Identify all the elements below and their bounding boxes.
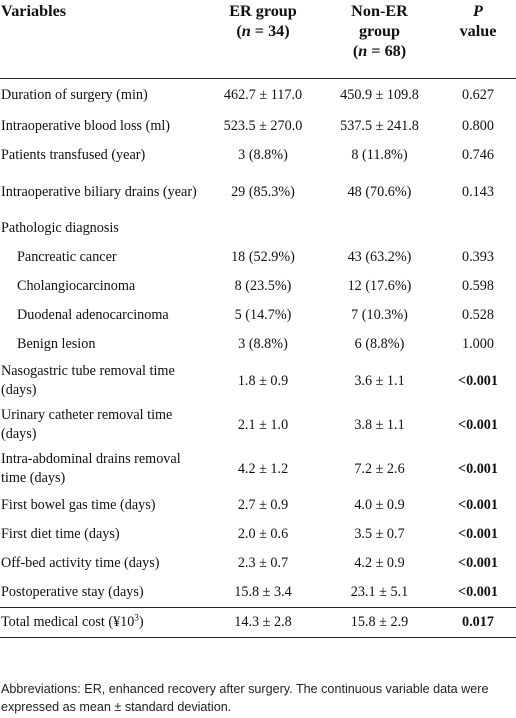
row-label: First bowel gas time (days) [1, 497, 156, 513]
p-value: 0.800 [462, 118, 494, 134]
table-row: Cholangiocarcinoma 8 (23.5%) 12 (17.6%) … [0, 272, 516, 301]
er-value: 15.8 ± 3.4 [234, 583, 292, 600]
er-value: 2.7 ± 0.9 [237, 497, 289, 513]
p-value: 0.627 [462, 86, 494, 103]
p-value: <0.001 [457, 526, 498, 542]
table-row: Intraoperative biliary drains (year) 29 … [0, 170, 516, 214]
p-value: 0.143 [462, 183, 494, 200]
non-er-value [319, 214, 440, 243]
er-value: 1.8 ± 0.9 [237, 372, 289, 389]
table-row: Off-bed activity time (days) 2.3 ± 0.7 4… [0, 549, 516, 578]
non-er-value: 7.2 ± 2.6 [354, 460, 405, 477]
table-row: First diet time (days) 2.0 ± 0.6 3.5 ± 0… [0, 520, 516, 549]
p-value: <0.001 [457, 555, 498, 571]
table-row: Duodenal adenocarcinoma 5 (14.7%) 7 (10.… [0, 301, 516, 330]
er-value: 3 (8.8%) [238, 336, 288, 352]
table-row: Intraoperative blood loss (ml) 523.5 ± 2… [0, 112, 516, 141]
non-er-value: 12 (17.6%) [347, 278, 412, 294]
non-er-value: 3.6 ± 1.1 [354, 372, 405, 389]
non-er-value: 537.5 ± 241.8 [340, 118, 419, 134]
row-label: First diet time (days) [1, 526, 120, 542]
row-label: Postoperative stay (days) [1, 583, 144, 600]
er-value: 3 (8.8%) [238, 147, 288, 163]
er-value: 462.7 ± 117.0 [223, 86, 303, 103]
p-value: 0.598 [462, 278, 494, 294]
table-row-section: Pathologic diagnosis [0, 214, 516, 243]
results-table: Variables ER group (n = 34) Non-ER group… [0, 0, 516, 637]
table-row: Patients transfused (year) 3 (8.8%) 8 (1… [0, 141, 516, 170]
row-label: Nasogastric tube removal time (days) [1, 363, 175, 398]
er-value [207, 214, 319, 243]
row-label: Duration of surgery (min) [1, 86, 148, 103]
er-value: 523.5 ± 270.0 [223, 118, 303, 134]
er-value: 5 (14.7%) [234, 307, 292, 323]
p-value: 0.017 [462, 613, 494, 630]
table-footnote: Abbreviations: ER, enhanced recovery aft… [1, 682, 489, 714]
non-er-value: 48 (70.6%) [347, 183, 412, 200]
non-er-value: 3.8 ± 1.1 [354, 416, 405, 433]
header-non-er-group: Non-ER group (n = 68) [351, 2, 408, 60]
table-row-total-cost: Total medical cost (¥103) 14.3 ± 2.8 15.… [0, 607, 516, 637]
row-label: Intraoperative biliary drains (year) [1, 183, 197, 200]
p-value: 1.000 [462, 336, 494, 352]
p-value: <0.001 [457, 583, 498, 600]
header-variables: Variables [1, 2, 67, 20]
p-value: 0.528 [462, 307, 494, 323]
table-row: Nasogastric tube removal time (days) 1.8… [0, 359, 516, 403]
row-label: Urinary catheter removal time (days) [1, 407, 173, 442]
er-value: 29 (85.3%) [231, 183, 295, 200]
er-value: 2.3 ± 0.7 [237, 555, 289, 571]
row-label: Intraoperative blood loss (ml) [1, 118, 171, 134]
non-er-value: 450.9 ± 109.8 [340, 86, 419, 103]
er-value: 4.2 ± 1.2 [237, 460, 289, 477]
row-label: Benign lesion [17, 336, 96, 352]
header-er-group: ER group (n = 34) [229, 2, 297, 40]
non-er-value: 8 (11.8%) [351, 147, 408, 163]
header-p-value: P value [459, 2, 497, 40]
table-body: Duration of surgery (min) 462.7 ± 117.0 … [0, 78, 516, 637]
p-value: <0.001 [457, 416, 498, 433]
non-er-value: 4.0 ± 0.9 [354, 497, 405, 513]
p-value: <0.001 [457, 460, 498, 477]
p-value: 0.746 [462, 147, 494, 163]
p-value: 0.393 [462, 249, 494, 265]
row-label: Off-bed activity time (days) [1, 555, 160, 571]
non-er-value: 23.1 ± 5.1 [350, 583, 409, 600]
er-value: 8 (23.5%) [234, 278, 292, 294]
p-value [440, 214, 516, 243]
table-row: Pancreatic cancer 18 (52.9%) 43 (63.2%) … [0, 243, 516, 272]
non-er-value: 15.8 ± 2.9 [350, 613, 409, 630]
er-value: 14.3 ± 2.8 [234, 613, 292, 630]
section-label: Pathologic diagnosis [1, 220, 119, 236]
table-row: First bowel gas time (days) 2.7 ± 0.9 4.… [0, 491, 516, 520]
row-label: Cholangiocarcinoma [17, 278, 136, 294]
table-row: Urinary catheter removal time (days) 2.1… [0, 403, 516, 447]
row-label: Total medical cost (¥103) [1, 611, 144, 630]
row-label: Pancreatic cancer [17, 249, 117, 265]
non-er-value: 4.2 ± 0.9 [354, 555, 405, 571]
er-value: 2.1 ± 1.0 [237, 416, 289, 433]
table-row: Duration of surgery (min) 462.7 ± 117.0 … [0, 78, 516, 112]
er-value: 2.0 ± 0.6 [237, 526, 289, 542]
er-value: 18 (52.9%) [231, 249, 295, 265]
non-er-value: 43 (63.2%) [347, 249, 412, 265]
non-er-value: 6 (8.8%) [354, 336, 405, 352]
non-er-value: 3.5 ± 0.7 [354, 526, 405, 542]
table-row: Intra-abdominal drains removal time (day… [0, 447, 516, 491]
table-row: Benign lesion 3 (8.8%) 6 (8.8%) 1.000 [0, 330, 516, 359]
row-label: Patients transfused (year) [1, 147, 146, 163]
p-value: <0.001 [457, 372, 498, 389]
table-header: Variables ER group (n = 34) Non-ER group… [0, 0, 516, 78]
non-er-value: 7 (10.3%) [351, 307, 408, 323]
table-row: Postoperative stay (days) 15.8 ± 3.4 23.… [0, 578, 516, 607]
row-label: Duodenal adenocarcinoma [17, 307, 169, 323]
row-label: Intra-abdominal drains removal time (day… [1, 451, 181, 486]
p-value: <0.001 [457, 497, 498, 513]
